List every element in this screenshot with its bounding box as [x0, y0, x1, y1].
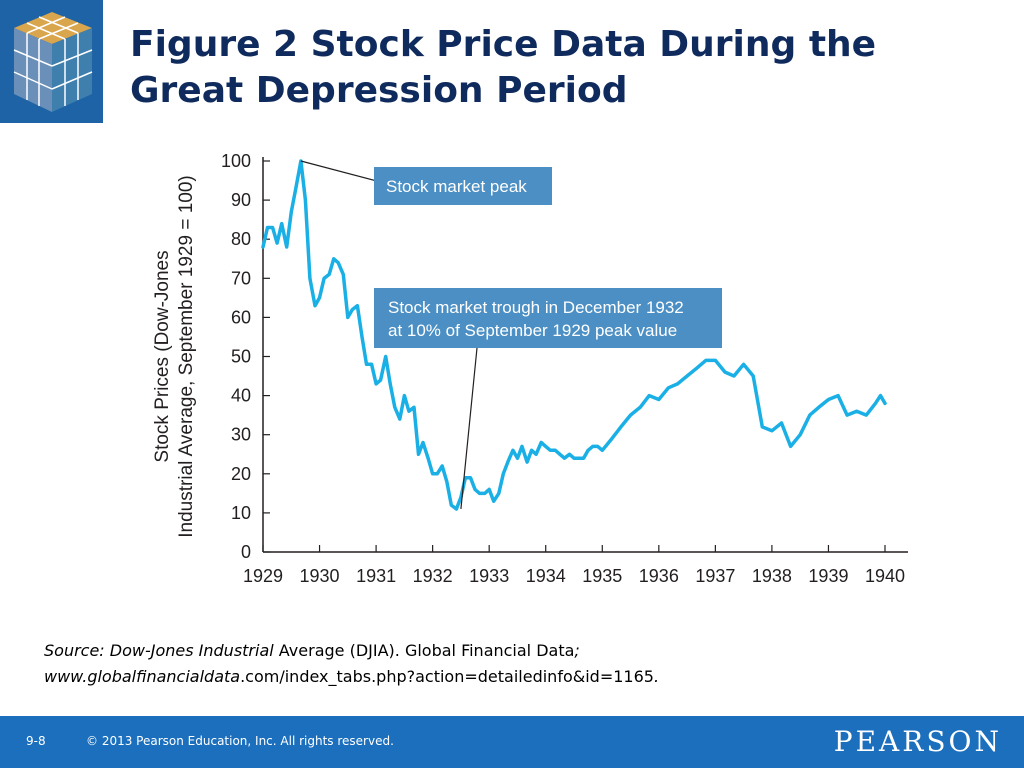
x-tick-label: 1933	[469, 566, 509, 586]
x-tick-label: 1929	[243, 566, 283, 586]
y-tick-label: 60	[231, 307, 251, 327]
x-tick-label: 1936	[639, 566, 679, 586]
callout-text: Stock market trough in December 1932	[388, 298, 684, 317]
y-tick-label: 30	[231, 425, 251, 445]
copyright-text: © 2013 Pearson Education, Inc. All right…	[86, 734, 394, 748]
callout-text: Stock market peak	[386, 177, 527, 196]
page-title: Figure 2 Stock Price Data During the Gre…	[130, 24, 877, 111]
cube-icon	[0, 0, 103, 123]
y-tick-label: 80	[231, 229, 251, 249]
y-tick-label: 0	[241, 542, 251, 562]
y-tick-label: 50	[231, 347, 251, 367]
y-axis-label-line2: Industrial Average, September 1929 = 100…	[176, 175, 197, 537]
x-tick-label: 1939	[808, 566, 848, 586]
y-tick-label: 10	[231, 503, 251, 523]
y-tick-label: 40	[231, 386, 251, 406]
y-tick-label: 20	[231, 464, 251, 484]
callout-leader-line	[300, 160, 389, 185]
djia-series-line	[261, 159, 887, 511]
source-text-3: ;	[574, 641, 580, 660]
x-tick-label: 1932	[413, 566, 453, 586]
source-text-2: Average (DJIA). Global Financial Data	[273, 641, 575, 660]
x-tick-label: 1931	[356, 566, 396, 586]
x-tick-label: 1938	[752, 566, 792, 586]
source-note: Source: Dow-Jones Industrial Average (DJ…	[44, 638, 1004, 690]
source-text-6: .	[653, 667, 660, 686]
callout-leader-line	[460, 347, 478, 510]
pearson-logo: PEARSON	[833, 725, 1002, 758]
callout-box	[374, 288, 722, 348]
x-tick-label: 1935	[582, 566, 622, 586]
callout-box	[374, 167, 552, 205]
logo-cube-image	[0, 0, 103, 123]
callout-text: at 10% of September 1929 peak value	[388, 321, 677, 340]
y-tick-label: 70	[231, 268, 251, 288]
x-tick-label: 1934	[526, 566, 566, 586]
footer-bar: 9-8 © 2013 Pearson Education, Inc. All r…	[0, 716, 1024, 768]
source-text-4: www.globalfinancialdata	[44, 667, 241, 686]
source-text-1: Source: Dow-Jones Industrial	[44, 641, 274, 660]
stock-price-chart: 0 10 20 30 40 50 60 70 80 90 100 1929 1930 1931 1932 19…	[152, 151, 908, 586]
y-axis-label-line1: Stock Prices (Dow-Jones	[152, 250, 173, 462]
slide-number: 9-8	[26, 734, 46, 748]
x-tick-label: 1940	[865, 566, 905, 586]
y-tick-label: 90	[231, 190, 251, 210]
source-text-5: .com/index_tabs.php?action=detailedinfo&…	[240, 667, 654, 686]
x-tick-label: 1930	[300, 566, 340, 586]
x-tick-label: 1937	[695, 566, 735, 586]
y-tick-label: 100	[221, 151, 251, 171]
